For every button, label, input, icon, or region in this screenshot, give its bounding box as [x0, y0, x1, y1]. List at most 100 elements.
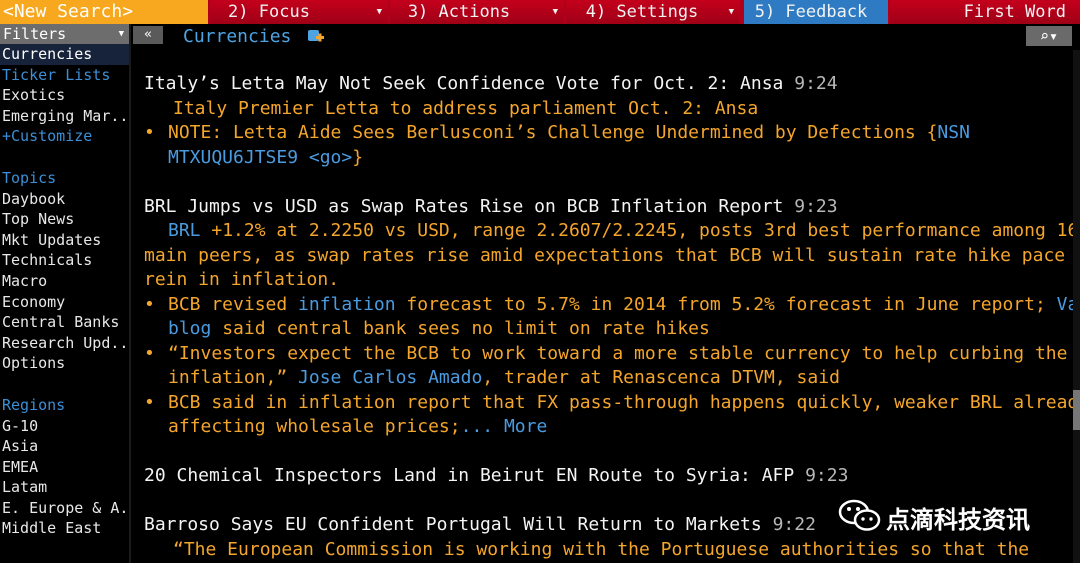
news-pane: « Currencies ⌕▾ Italy’s Letta May Not Se… — [133, 24, 1080, 563]
story-summary: Italy Premier Letta to address parliamen… — [173, 97, 759, 119]
story-summary: BRL +1.2% at 2.2250 vs USD, range 2.2607… — [144, 219, 1078, 244]
settings-menu-label: 4) Settings — [585, 2, 699, 22]
bullet-text: affecting wholesale prices; — [168, 416, 461, 437]
bullet-text: forecast to 5.7% in 2014 from 5.2% forec… — [395, 293, 1057, 315]
story-bullet: • “Investors expect the BCB to work towar… — [144, 342, 1068, 367]
story-bullet-cont: affecting wholesale prices;... More — [144, 415, 1064, 440]
story-headline[interactable]: BRL Jumps vs USD as Swap Rates Rise on B… — [144, 195, 784, 217]
focus-menu[interactable]: 2) Focus ▼ — [210, 0, 388, 24]
watermark-text: 点滴科技资讯 — [886, 506, 1030, 534]
filters-label: Filters — [3, 25, 67, 43]
bullet-text: , trader at Renascenca DTVM, said — [482, 367, 840, 388]
news-list: Italy’s Letta May Not Seek Confidence Vo… — [144, 72, 1080, 562]
bullet-text: NOTE: Letta Aide Sees Berlusconi’s Chall… — [168, 122, 938, 143]
story-gap — [144, 440, 1064, 465]
story-headline-row[interactable]: Italy’s Letta May Not Seek Confidence Vo… — [144, 72, 1064, 97]
actions-menu-label: 3) Actions — [407, 2, 511, 22]
summary-text: +1.2% at 2.2250 vs USD, range 2.2607/2.2… — [200, 220, 1079, 241]
scrollbar-thumb[interactable] — [1073, 390, 1080, 430]
chevron-down-icon: ▼ — [376, 7, 382, 17]
sidebar-item-g10[interactable]: G-10 — [2, 416, 39, 435]
sidebar-item-central-banks[interactable]: Central Banks — [2, 313, 120, 332]
menu-bar: <New Search> 2) Focus ▼ 3) Actions ▼ 4) Se… — [0, 0, 1080, 24]
sidebar-spacer — [0, 147, 129, 168]
more-link[interactable]: ... More — [460, 416, 548, 437]
sidebar: Filters ▼ Currencies Ticker Lists Exotics… — [0, 24, 131, 563]
sidebar-item-currencies[interactable]: Currencies — [0, 44, 129, 65]
new-search-button[interactable]: <New Search> — [0, 0, 208, 24]
story-headline[interactable]: 20 Chemical Inspectors Land in Beirut EN… — [144, 465, 795, 486]
story-bullet: • NOTE: Letta Aide Sees Berlusconi’s Chal… — [144, 121, 1064, 146]
watermark: 点滴科技资讯 — [838, 496, 1048, 534]
regions-heading: Regions — [2, 395, 66, 414]
story-gap — [144, 170, 1064, 195]
sidebar-item-economy[interactable]: Economy — [2, 292, 66, 311]
bullet-text: inflation,” — [168, 367, 299, 388]
story-summary: “The European Commission is working with… — [173, 538, 1030, 560]
ticker-link[interactable]: BRL — [168, 220, 201, 241]
story-bullet: • BCB said in inflation report that FX pa… — [144, 391, 1080, 416]
story-headline-row[interactable]: BRL Jumps vs USD as Swap Rates Rise on B… — [144, 195, 1064, 220]
sidebar-item-ticker-lists[interactable]: Ticker Lists — [2, 65, 111, 84]
sidebar-item-emerging-markets[interactable]: Emerging Mar... — [2, 106, 129, 125]
story-summary-cont: main peers, as swap rates rise amid expe… — [144, 244, 1080, 266]
scrollbar[interactable] — [1073, 50, 1080, 563]
settings-menu[interactable]: 4) Settings ▼ — [566, 0, 740, 24]
story-time: 9:23 — [794, 195, 838, 217]
collapse-sidebar-button[interactable]: « — [133, 26, 163, 44]
nsn-link[interactable]: NSN — [937, 122, 970, 143]
bullet-text: BCB said in inflation report that FX pas… — [168, 391, 1080, 413]
sidebar-item-options[interactable]: Options — [2, 354, 66, 373]
story-code-link[interactable]: MTXUQU6JTSE9 <go> — [168, 146, 353, 168]
feedback-menu[interactable]: 5) Feedback — [744, 0, 888, 24]
sidebar-item-technicals[interactable]: Technicals — [2, 251, 93, 270]
bullet-text: “Investors expect the BCB to work toward… — [168, 342, 1068, 364]
inflation-link[interactable]: inflation — [298, 293, 396, 315]
story-time: 9:22 — [772, 514, 816, 535]
story-headline-row[interactable]: 20 Chemical Inspectors Land in Beirut EN… — [144, 464, 1064, 489]
person-link[interactable]: Jose Carlos Amado — [298, 367, 483, 388]
bullet-icon: • — [144, 293, 155, 315]
story-time: 9:24 — [794, 73, 838, 94]
bullet-icon: • — [144, 122, 155, 143]
bullet-icon: • — [144, 342, 155, 364]
sidebar-item-e-europe[interactable]: E. Europe & A... — [2, 498, 129, 517]
story-headline[interactable]: Barroso Says EU Confident Portugal Will … — [144, 514, 762, 535]
sidebar-item-research-updates[interactable]: Research Upd... — [2, 333, 129, 352]
sidebar-item-top-news[interactable]: Top News — [2, 210, 75, 229]
first-word-title: First Word — [890, 0, 1080, 24]
sidebar-item-macro[interactable]: Macro — [2, 271, 48, 290]
blog-link[interactable]: blog — [168, 318, 212, 339]
bullet-text: } — [352, 146, 364, 168]
sidebar-item-exotics[interactable]: Exotics — [2, 86, 66, 105]
story-bullet-cont: inflation,” Jose Carlos Amado, trader at… — [144, 366, 1064, 391]
bullet-text: said central bank sees no limit on rate … — [211, 318, 710, 339]
chevron-down-icon: ▼ — [728, 7, 734, 17]
story-headline-row[interactable]: Barroso Says EU Confident Portugal Will … — [144, 513, 1064, 538]
filters-dropdown[interactable]: Filters ▼ — [0, 24, 129, 44]
bullet-icon: • — [144, 391, 155, 413]
story-bullet-cont: blog said central bank sees no limit on … — [144, 317, 1064, 342]
sidebar-item-emea[interactable]: EMEA — [2, 457, 39, 476]
sidebar-item-latam[interactable]: Latam — [2, 478, 48, 497]
add-icon[interactable] — [307, 28, 325, 46]
chevron-down-icon: ▼ — [552, 7, 558, 17]
story-time: 9:23 — [805, 465, 849, 486]
story-headline[interactable]: Italy’s Letta May Not Seek Confidence Vo… — [144, 73, 784, 94]
page-title: Currencies — [183, 26, 292, 47]
sidebar-item-middle-east[interactable]: Middle East — [2, 519, 102, 538]
sidebar-item-asia[interactable]: Asia — [2, 437, 39, 456]
search-options-button[interactable]: ⌕▾ — [1026, 26, 1072, 46]
topics-heading: Topics — [2, 168, 57, 187]
sidebar-spacer — [0, 374, 129, 395]
sidebar-item-daybook[interactable]: Daybook — [2, 189, 66, 208]
bullet-text: BCB revised — [168, 293, 299, 315]
actions-menu[interactable]: 3) Actions ▼ — [390, 0, 564, 24]
sidebar-item-mkt-updates[interactable]: Mkt Updates — [2, 230, 102, 249]
story-summary-cont: rein in inflation. — [144, 269, 340, 290]
sidebar-item-customize[interactable]: +Customize — [2, 127, 93, 146]
story-bullet-cont: MTXUQU6JTSE9 <go>} — [144, 146, 1064, 171]
wechat-icon — [838, 499, 881, 531]
story-bullet: • BCB revised inflation forecast to 5.7% … — [144, 293, 1080, 318]
chevron-down-icon: ▼ — [118, 29, 124, 39]
